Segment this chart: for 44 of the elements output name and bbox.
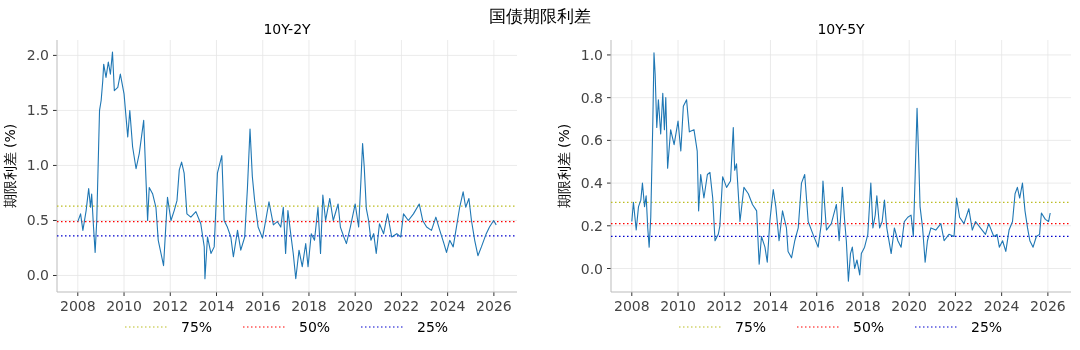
x-tick-label: 2016 <box>244 298 281 314</box>
x-tick-label: 2026 <box>1030 298 1066 314</box>
x-tick-label: 2010 <box>106 298 142 314</box>
x-tick-label: 2024 <box>983 298 1020 314</box>
y-tick-label: 1.5 <box>26 102 49 119</box>
x-tick-label: 2014 <box>198 298 235 314</box>
x-tick-label: 2008 <box>613 298 650 314</box>
y-tick-label: 0.0 <box>26 267 49 284</box>
chart-subtitle: 10Y-2Y <box>263 21 312 37</box>
legend-label: 25% <box>971 319 1003 335</box>
chart-title: 国债期限利差 <box>489 6 591 26</box>
y-tick-label: 2.0 <box>26 47 49 64</box>
x-tick-label: 2008 <box>59 298 96 314</box>
y-tick-label: 0.6 <box>580 132 604 149</box>
y-tick-label: 1.0 <box>580 46 603 63</box>
chart-subtitle: 10Y-5Y <box>817 21 866 37</box>
y-axis-title: 期限利差 (%) <box>2 123 18 209</box>
x-tick-label: 2012 <box>152 298 189 314</box>
legend-label: 50% <box>853 319 885 335</box>
x-tick-label: 2022 <box>383 298 420 314</box>
y-tick-label: 0.0 <box>580 260 603 277</box>
y-tick-label: 0.8 <box>580 89 603 106</box>
x-tick-label: 2022 <box>937 298 974 314</box>
legend-label: 50% <box>299 319 331 335</box>
y-tick-label: 1.0 <box>26 157 49 174</box>
y-axis-title: 期限利差 (%) <box>556 123 572 209</box>
x-tick-label: 2018 <box>845 298 881 314</box>
line-series <box>631 52 1051 282</box>
x-tick-label: 2012 <box>706 298 743 314</box>
x-tick-label: 2026 <box>476 298 512 314</box>
y-tick-label: 0.5 <box>26 212 49 229</box>
legend-label: 75% <box>181 319 213 335</box>
y-tick-label: 0.4 <box>580 175 604 192</box>
x-tick-label: 2020 <box>337 298 374 314</box>
legend-label: 75% <box>735 319 767 335</box>
y-tick-label: 0.2 <box>580 217 603 234</box>
x-tick-label: 2018 <box>291 298 327 314</box>
line-series <box>77 51 497 280</box>
x-tick-label: 2024 <box>429 298 466 314</box>
x-tick-label: 2014 <box>752 298 789 314</box>
x-tick-label: 2016 <box>798 298 835 314</box>
legend-label: 25% <box>417 319 449 335</box>
x-tick-label: 2020 <box>891 298 928 314</box>
x-tick-label: 2010 <box>660 298 696 314</box>
